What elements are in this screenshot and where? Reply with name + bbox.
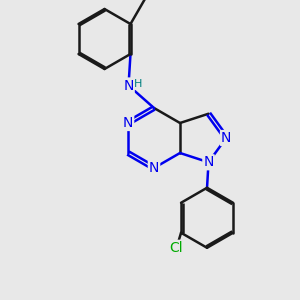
Text: N: N: [221, 131, 231, 145]
Text: N: N: [123, 79, 134, 92]
Text: N: N: [203, 155, 214, 169]
Text: H: H: [134, 79, 142, 89]
Text: Cl: Cl: [170, 241, 183, 255]
Text: N: N: [149, 161, 159, 175]
Text: N: N: [123, 116, 133, 130]
